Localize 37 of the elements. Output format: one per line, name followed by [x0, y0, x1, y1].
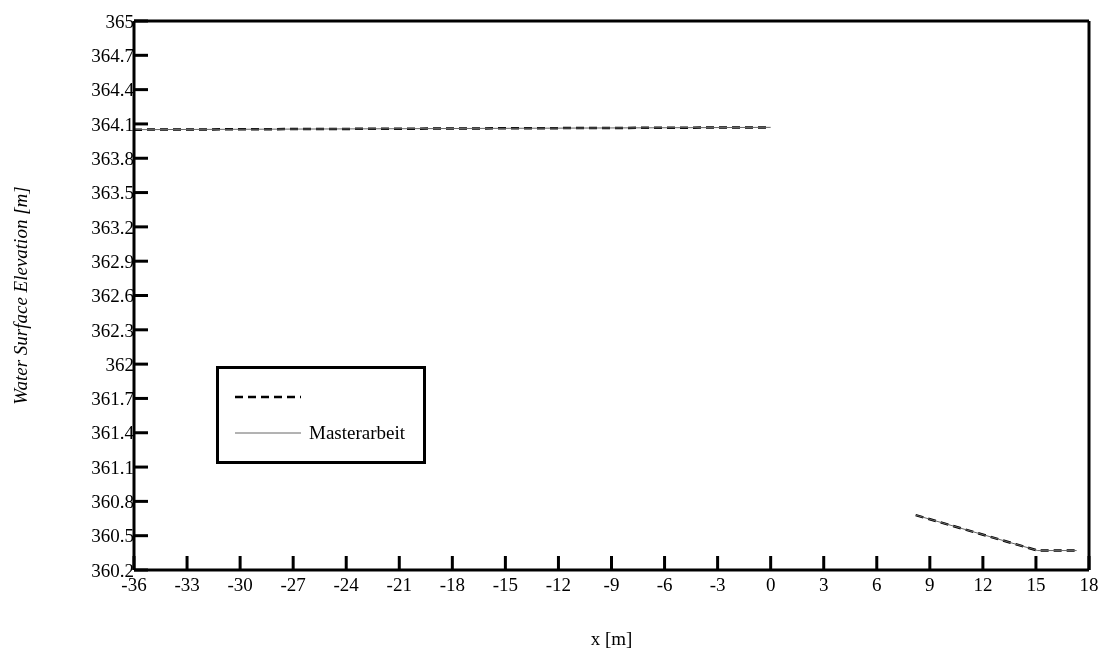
x-tick-label: -9: [603, 574, 620, 596]
y-tick-label: 364.1: [91, 113, 134, 135]
y-tick-label: 363.8: [91, 147, 134, 169]
y-tick-label: 364.4: [91, 79, 135, 101]
x-tick-label: 0: [765, 574, 776, 596]
y-tick-label: 361.4: [91, 422, 135, 444]
x-tick-label: -21: [386, 574, 412, 596]
y-tick-label: 362.9: [91, 250, 134, 272]
y-tick-label: 361.1: [91, 456, 134, 478]
y-tick-label: 360.8: [91, 491, 134, 513]
y-tick-label: 365: [105, 10, 134, 32]
y-tick-label: 362: [105, 353, 134, 375]
y-tick-label: 361.7: [91, 388, 134, 410]
y-tick-label: 362.3: [91, 319, 134, 341]
y-tick-label: 364.7: [91, 45, 134, 67]
x-tick-label: -18: [439, 574, 465, 596]
x-tick-label: 15: [1026, 574, 1046, 596]
x-tick-label: 18: [1079, 574, 1099, 596]
x-tick-label: -12: [545, 574, 572, 596]
y-axis-title: Water Surface Elevation [m]: [9, 186, 31, 405]
x-tick-label: -33: [174, 574, 200, 596]
x-tick-label: -24: [333, 574, 360, 596]
x-tick-label: 12: [973, 574, 993, 596]
y-tick-label: 362.6: [91, 285, 134, 307]
x-tick-label: -30: [227, 574, 253, 596]
x-tick-label: 6: [872, 574, 882, 596]
x-tick-label: -15: [492, 574, 519, 596]
x-tick-label: -27: [280, 574, 306, 596]
y-tick-label: 363.5: [91, 182, 134, 204]
y-tick-label: 360.5: [91, 525, 134, 547]
x-tick-label: 9: [925, 574, 935, 596]
legend-label: Masterarbeit: [309, 422, 406, 444]
x-tick-label: 3: [818, 574, 829, 596]
x-tick-label: -3: [709, 574, 726, 596]
x-axis-title: x [m]: [590, 628, 633, 649]
x-tick-label: -6: [656, 574, 673, 596]
y-tick-label: 363.2: [91, 216, 134, 238]
